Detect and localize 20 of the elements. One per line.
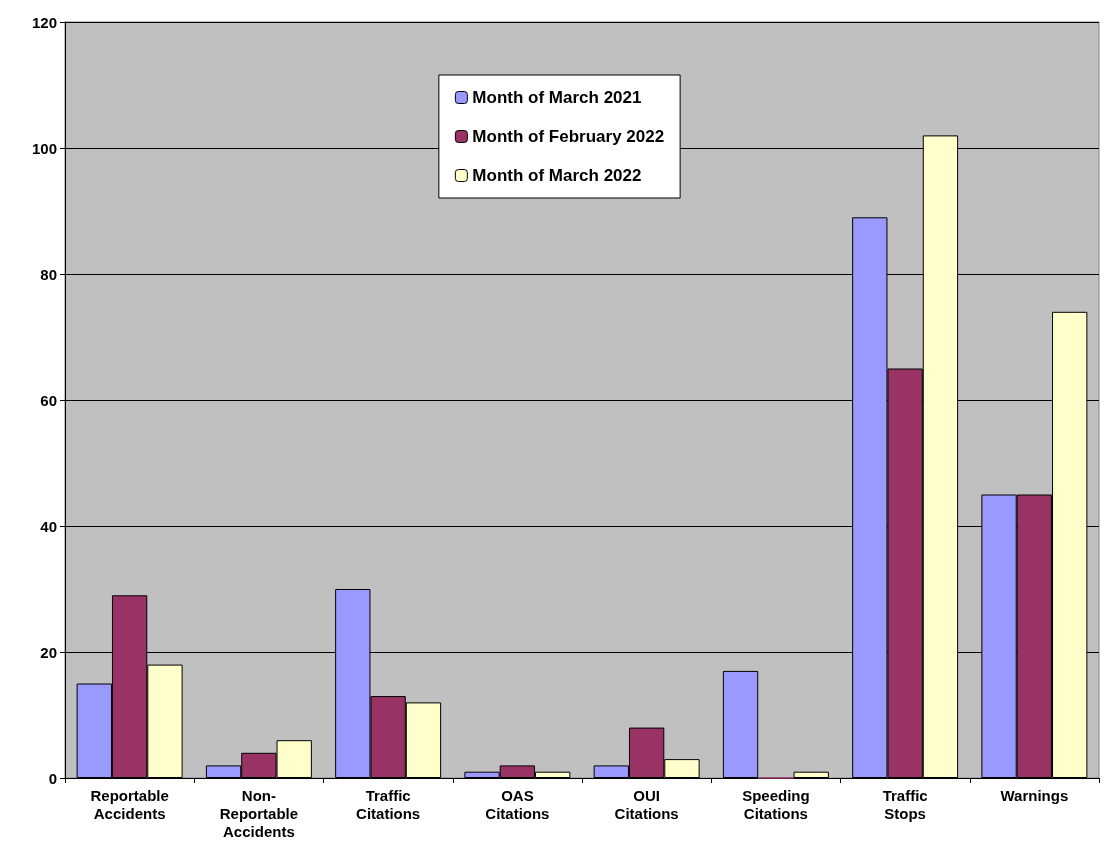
bar — [722, 670, 759, 778]
x-tick-label: Non-Reportable Accidents — [219, 786, 299, 840]
legend-label: Month of February 2022 — [472, 127, 665, 146]
y-tick-label: 120 — [31, 13, 57, 31]
x-tick-label: Traffic Citations — [356, 786, 421, 822]
x-tick-label: OUI Citations — [614, 786, 679, 822]
y-tick-label: 40 — [40, 517, 57, 535]
legend-label: Month of March 2021 — [472, 88, 642, 107]
x-tick-label: Reportable Accidents — [90, 786, 169, 822]
x-tick-label: Traffic Stops — [882, 786, 928, 822]
y-tick-label: 60 — [40, 391, 57, 409]
x-tick-label: Warnings — [1000, 786, 1069, 804]
y-tick-label: 0 — [48, 769, 57, 787]
y-tick-label: 20 — [40, 643, 57, 661]
y-tick-label: 100 — [31, 139, 57, 157]
legend-label: Month of March 2022 — [472, 166, 642, 185]
y-tick-label: 80 — [40, 265, 57, 283]
x-tick-label: OAS Citations — [485, 786, 550, 822]
bar — [793, 771, 829, 778]
x-tick-label: Speeding Citations — [742, 786, 810, 822]
